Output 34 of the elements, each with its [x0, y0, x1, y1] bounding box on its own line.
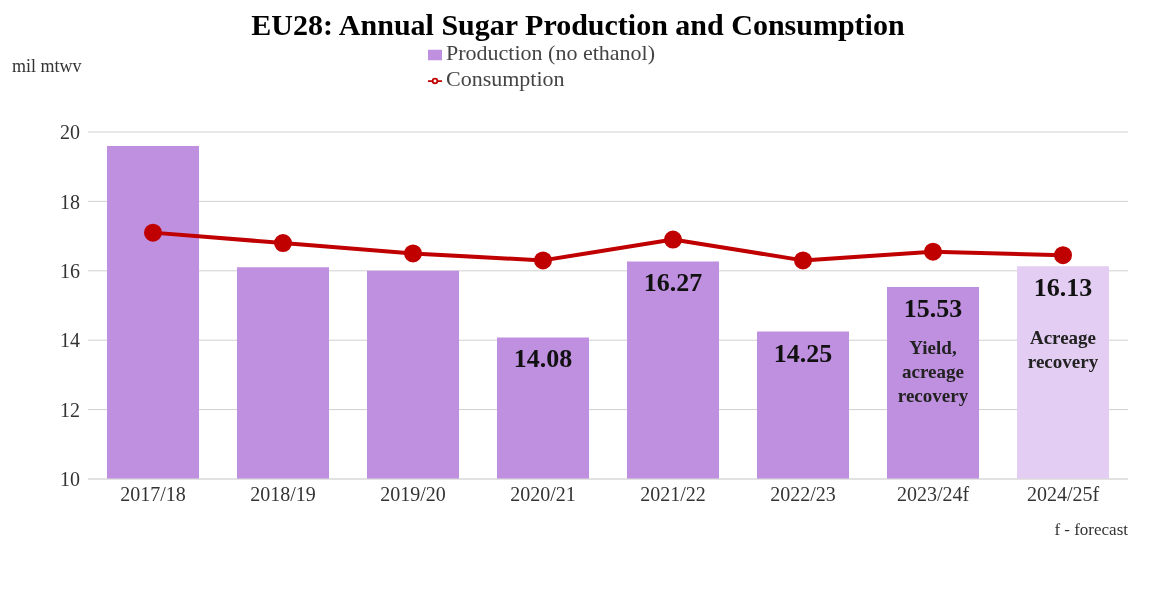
x-tick-label: 2024/25f: [1026, 483, 1100, 506]
chart-title: EU28: Annual Sugar Production and Consumption: [250, 8, 906, 43]
y-axis-title: mil mtwv: [12, 56, 82, 77]
annotation: Yield, acreage recovery: [897, 337, 969, 407]
x-tick-label: 2021/22: [640, 483, 706, 506]
data-label: 16.27: [643, 268, 703, 298]
point: [1054, 246, 1072, 265]
point: [794, 251, 812, 270]
data-label: 14.08: [513, 344, 573, 374]
y-tick-label: 18: [60, 190, 80, 213]
x-tick-label: 2017/18: [120, 483, 186, 506]
data-label: 14.25: [773, 338, 833, 368]
point: [274, 234, 292, 253]
x-tick-label: 2019/20: [380, 483, 446, 506]
legend-label: Consumption: [446, 66, 565, 91]
y-tick-label: 20: [60, 121, 80, 144]
point: [404, 244, 422, 263]
x-tick-label: 2018/19: [250, 483, 316, 506]
text: f - forecast: [1054, 520, 1128, 540]
legend-label: Production (no ethanol): [446, 40, 655, 65]
x-tick-label: 2022/23: [770, 483, 836, 506]
y-tick-label: 16: [60, 259, 80, 282]
data-label: 15.53: [903, 294, 963, 324]
point: [534, 251, 552, 270]
x-tick-label: 2020/21: [510, 483, 576, 506]
y-tick-label: 10: [60, 468, 80, 491]
point: [924, 242, 942, 261]
x-tick-label: 2023/24f: [896, 483, 970, 506]
annotation: Acreage recovery: [1027, 326, 1099, 372]
y-tick-label: 14: [60, 329, 80, 352]
point: [144, 223, 162, 242]
data-label: 16.13: [1033, 273, 1093, 303]
point: [664, 230, 682, 249]
y-tick-label: 12: [60, 398, 80, 421]
